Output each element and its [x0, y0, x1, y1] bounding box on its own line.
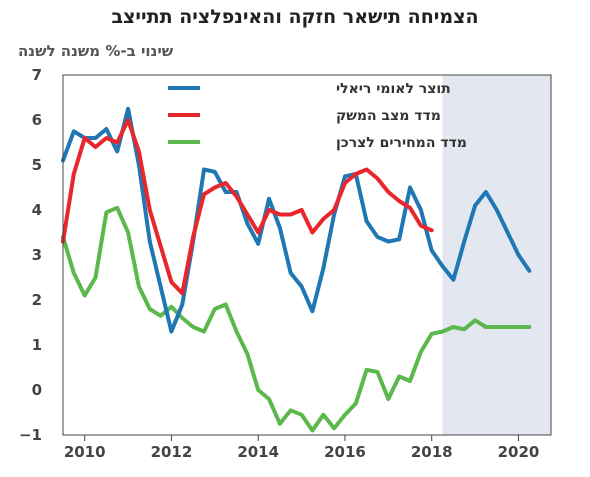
- x-tick-label: 2018: [411, 443, 453, 461]
- y-tick-label: −1: [19, 426, 42, 444]
- legend-label: מדד מצב המשק: [336, 108, 441, 124]
- y-tick-label: 7: [32, 66, 42, 84]
- y-tick-label: 5: [32, 156, 42, 174]
- y-tick-label: 0: [32, 381, 42, 399]
- y-tick-label: 1: [32, 336, 42, 354]
- legend: תוצר לאומי ריאלי מדד מצב המשק מדד המחירים …: [168, 81, 467, 151]
- legend-label: מדד המחירים לצרכן: [336, 135, 467, 151]
- x-tick-label: 2010: [64, 443, 106, 461]
- x-axis-ticks: 2010 2012 2014 2016 2018 2020: [64, 435, 540, 461]
- series-line-0: [61, 106, 532, 334]
- series-line-1: [61, 118, 434, 296]
- x-tick-label: 2020: [498, 443, 540, 461]
- y-tick-label: 4: [32, 201, 42, 219]
- y-axis-label: שינוי ב-% משנה לשנה: [18, 42, 174, 60]
- y-axis-ticks: 7 6 5 4 3 2 1 0 −1: [19, 66, 42, 444]
- series-line-2: [61, 205, 532, 433]
- chart-title: הצמיחה תישאר חזקה והאינפלציה תתייצב: [111, 6, 479, 28]
- y-tick-label: 6: [32, 111, 42, 129]
- x-tick-label: 2012: [151, 443, 193, 461]
- legend-label: תוצר לאומי ריאלי: [336, 81, 451, 97]
- x-tick-label: 2016: [324, 443, 366, 461]
- series-lines: [61, 106, 532, 433]
- x-tick-label: 2014: [237, 443, 279, 461]
- plot-frame: [62, 74, 552, 436]
- y-tick-label: 2: [32, 291, 42, 309]
- y-tick-label: 3: [32, 246, 42, 264]
